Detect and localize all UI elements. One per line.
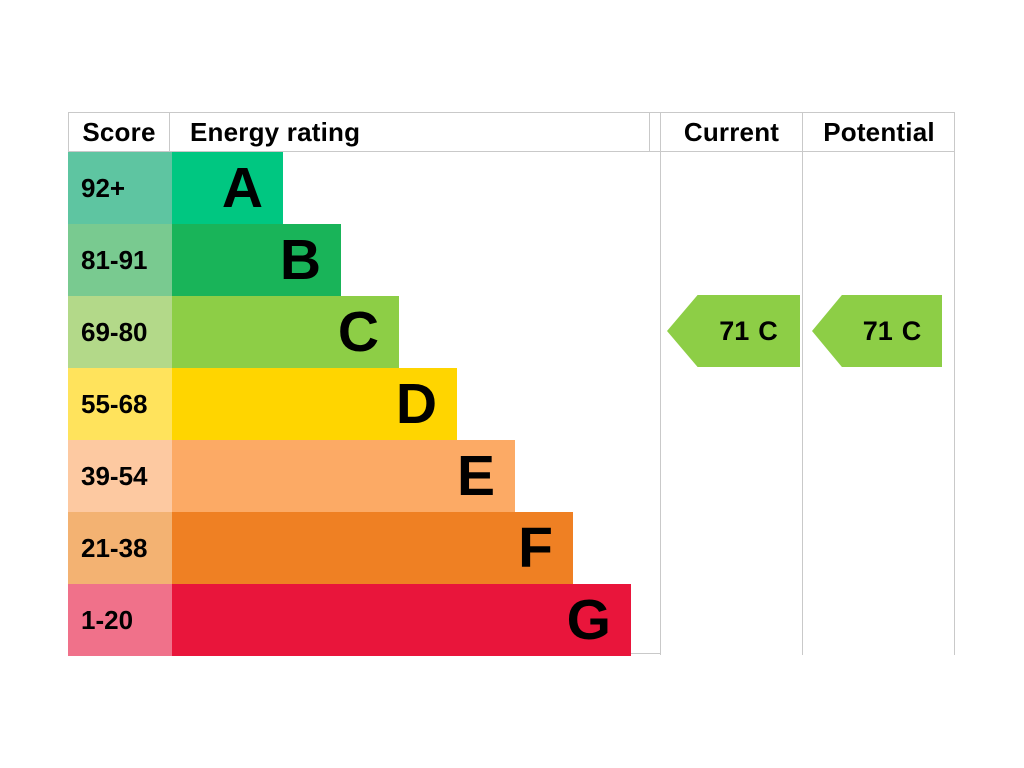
bands: 92+ A 81-91 B 69-80 C 55-68 D 39-54 E 21-38 F 1-20 G [68,152,631,656]
band-bar-g: G [172,584,631,656]
band-bar-f: F [172,512,573,584]
epc-band-row: 69-80 C [68,296,631,368]
band-score-range: 1-20 [68,584,172,656]
potential-header: Potential [803,113,955,151]
potential-rating-value: 71 [862,315,893,346]
current-rating-value: 71 [719,315,750,346]
epc-band-row: 92+ A [68,152,631,224]
epc-band-row: 55-68 D [68,368,631,440]
band-score-range: 39-54 [68,440,172,512]
band-bar-c: C [172,296,399,368]
band-score-range: 69-80 [68,296,172,368]
energy-rating-header: Energy rating [170,113,650,151]
current-column [660,113,803,655]
epc-band-row: 81-91 B [68,224,631,296]
band-score-range: 21-38 [68,512,172,584]
header-divider [68,151,955,152]
score-header: Score [68,113,170,151]
band-bar-b: B [172,224,341,296]
band-bar-e: E [172,440,515,512]
band-bar-a: A [172,152,283,224]
potential-header-label: Potential [823,116,935,147]
potential-rating-band: C [901,315,922,346]
score-header-label: Score [82,116,156,147]
current-rating-band: C [758,315,778,346]
potential-rating-arrow: 71 C [812,295,942,367]
current-header: Current [660,113,803,151]
epc-band-row: 21-38 F [68,512,631,584]
epc-band-row: 1-20 G [68,584,631,656]
epc-rating-chart: Score Energy rating Current Potential 92… [68,112,955,656]
potential-column [803,113,955,655]
current-header-label: Current [683,116,780,147]
band-score-range: 92+ [68,152,172,224]
band-score-range: 55-68 [68,368,172,440]
band-score-range: 81-91 [68,224,172,296]
epc-band-row: 39-54 E [68,440,631,512]
band-bar-d: D [172,368,457,440]
current-rating-arrow: 71 C [667,295,800,367]
energy-rating-header-label: Energy rating [190,116,361,147]
